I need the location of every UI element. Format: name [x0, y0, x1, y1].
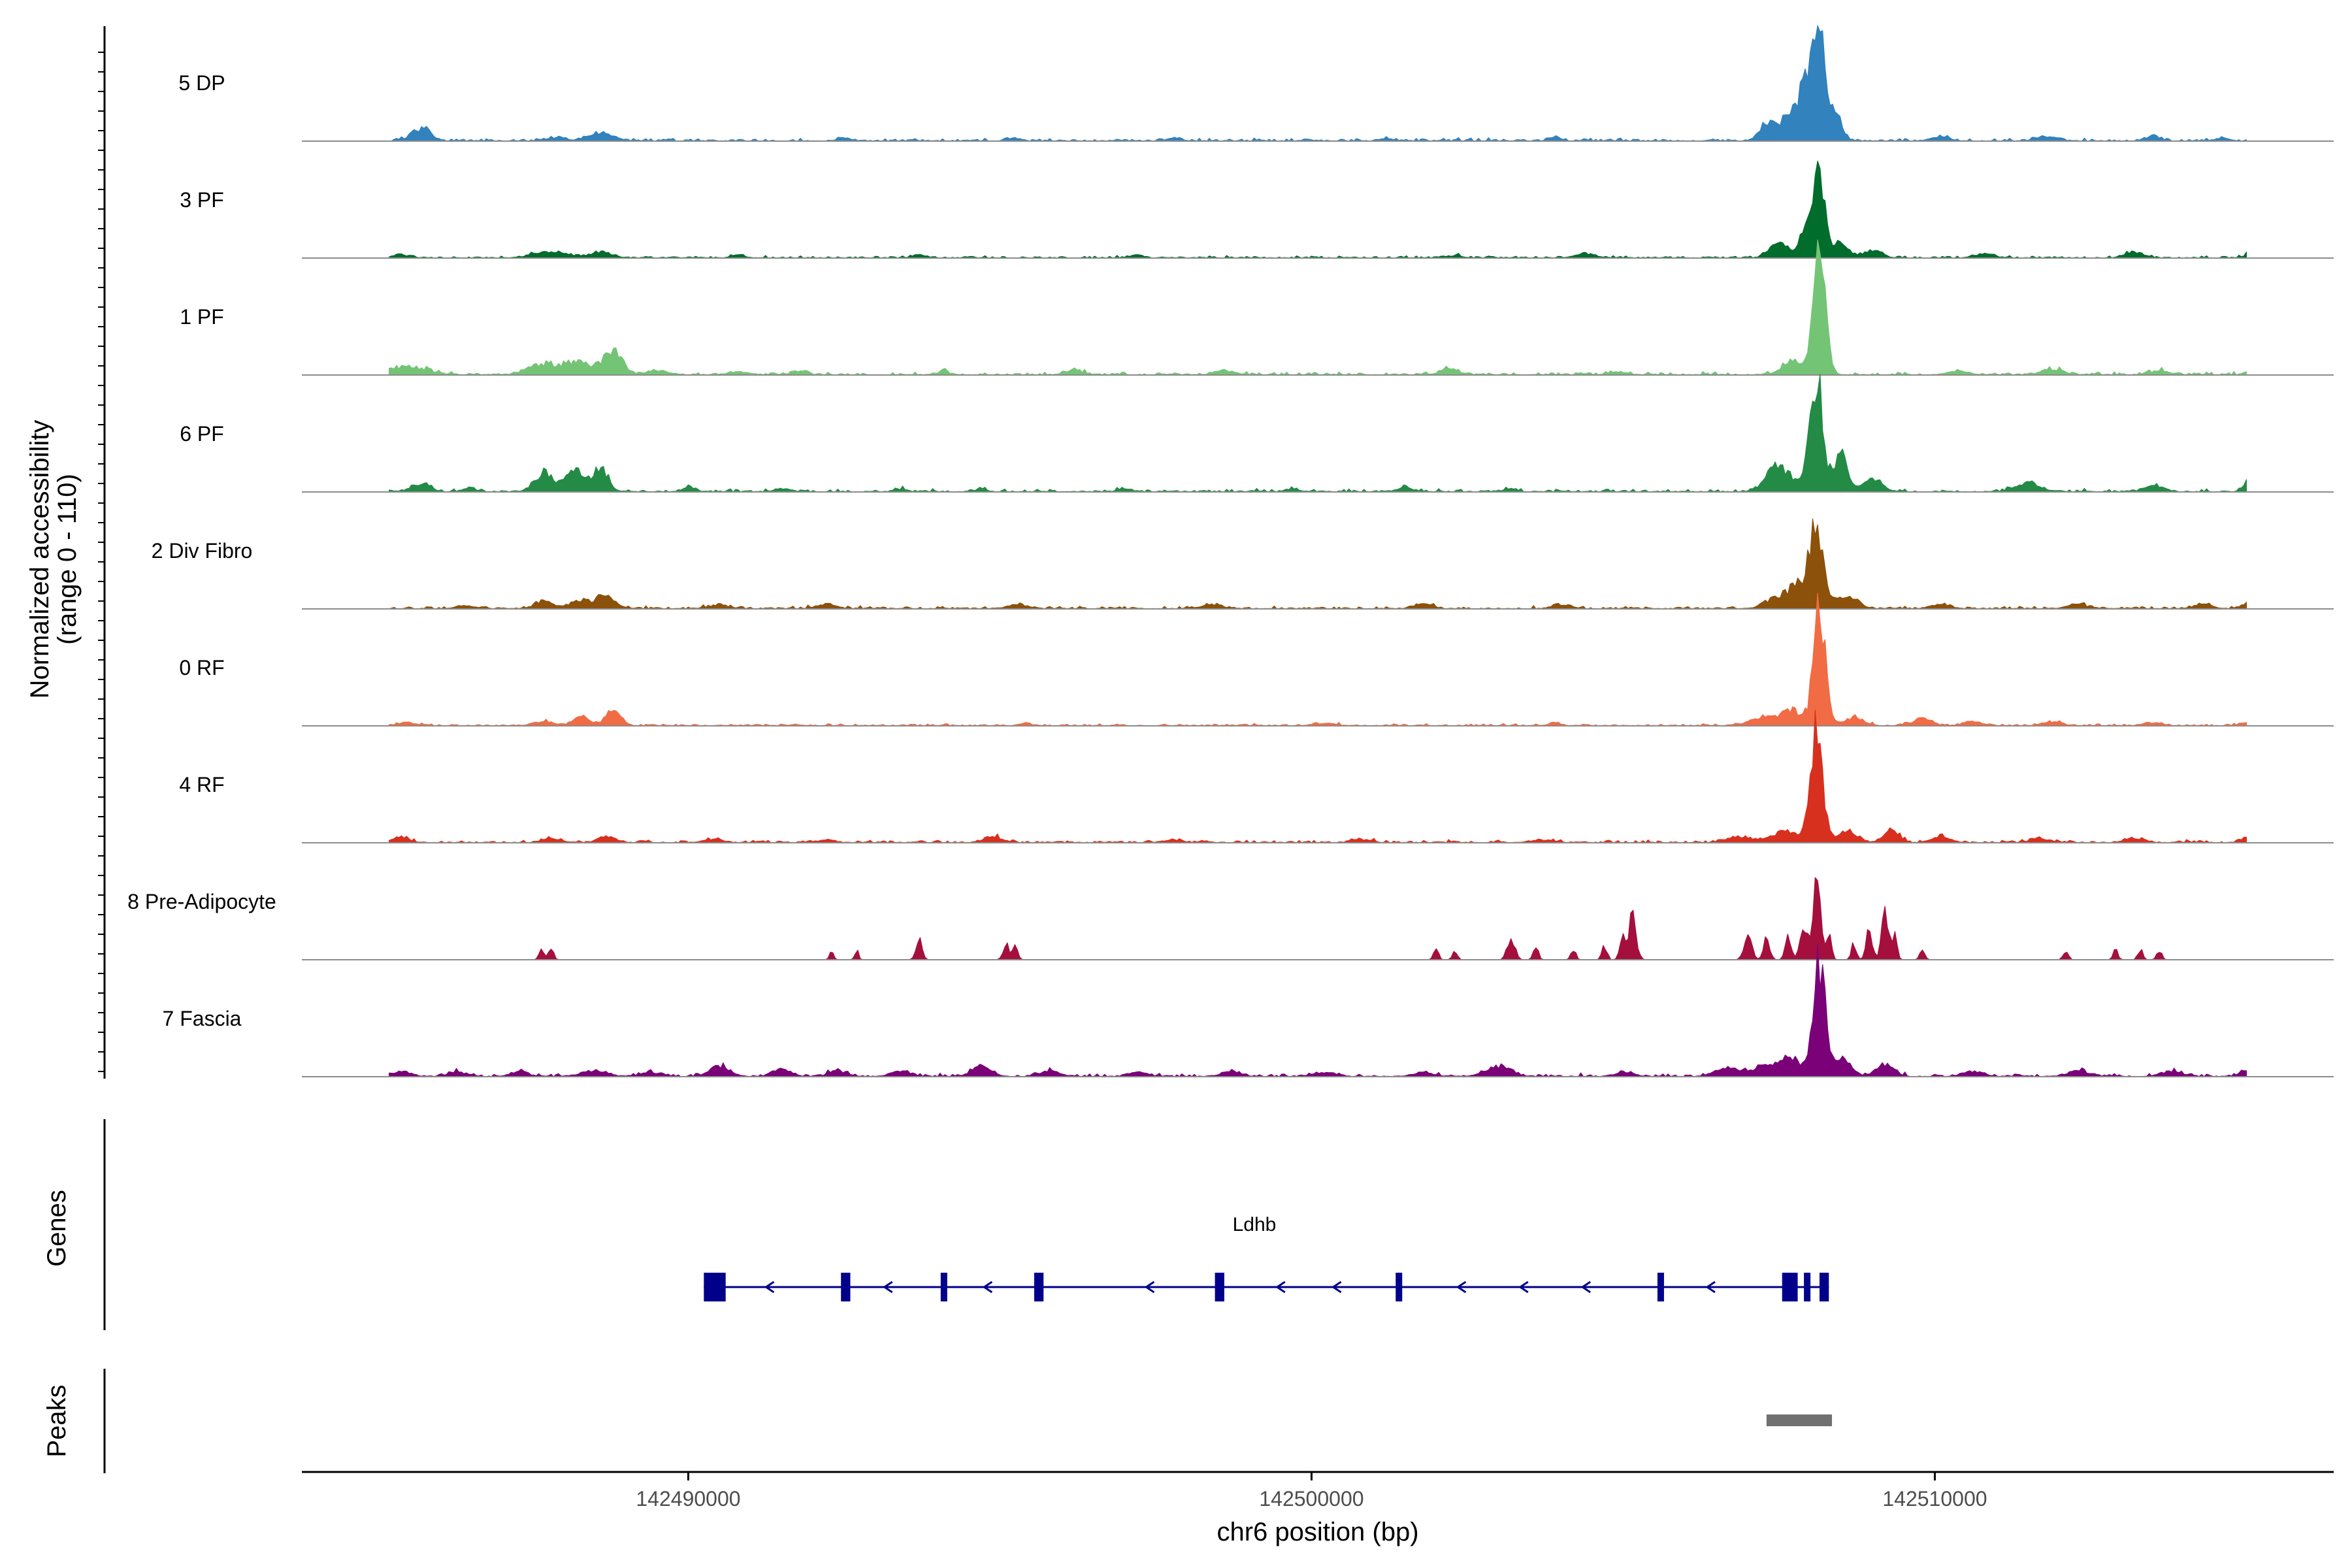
- gene-exon: [1396, 1273, 1403, 1301]
- track-8-pre-adipocyte: 8 Pre-Adipocyte: [127, 877, 2334, 960]
- track-3-pf: 3 PF: [180, 160, 2334, 259]
- gene-strand-arrow: [1456, 1281, 1467, 1294]
- gene-exon: [1034, 1273, 1044, 1301]
- coverage-area: [389, 877, 2247, 960]
- gene-strand-arrow: [1518, 1281, 1529, 1294]
- gene-exon: [1804, 1273, 1811, 1301]
- x-tick-label: 142500000: [1259, 1487, 1364, 1511]
- track-label: 6 PF: [180, 422, 224, 446]
- gene-strand-arrow: [982, 1281, 993, 1294]
- track-5-dp: 5 DP: [178, 25, 2334, 142]
- gene-strand-arrow: [764, 1281, 775, 1294]
- gene-exon: [940, 1273, 947, 1301]
- peak-regions: [1766, 1414, 1833, 1426]
- genes-panel: Genes Ldhb: [42, 1119, 1829, 1330]
- coverage-area: [389, 943, 2247, 1077]
- coverage-area: [389, 160, 2247, 259]
- peak-region: [1766, 1414, 1833, 1426]
- track-label: 8 Pre-Adipocyte: [127, 890, 276, 913]
- track-label: 0 RF: [179, 656, 224, 679]
- track-label: 4 RF: [179, 773, 224, 796]
- coverage-tracks: 5 DP 3 PF 1 PF 6 PF 2 Div Fibro 0 RF 4 RF 8 Pre…: [127, 25, 2334, 1077]
- track-label: 1 PF: [180, 305, 224, 329]
- track-4-rf: 4 RF: [179, 710, 2334, 843]
- gene-name-label: Ldhb: [1233, 1214, 1277, 1235]
- coverage-area: [389, 518, 2247, 610]
- coverage-area: [389, 710, 2247, 843]
- peaks-panel-title: Peaks: [42, 1384, 71, 1457]
- y-axis-title-line2: (range 0 - 110): [53, 474, 82, 645]
- gene-strand-arrow: [1331, 1281, 1342, 1294]
- x-tick-label: 142510000: [1882, 1487, 1987, 1511]
- y-axis-title: Normalized accessibility (range 0 - 110): [25, 420, 82, 699]
- x-tick-label: 142490000: [636, 1487, 740, 1511]
- track-label: 3 PF: [180, 188, 224, 212]
- track-label: 2 Div Fibro: [152, 539, 253, 563]
- gene-strand-arrow: [1580, 1281, 1592, 1294]
- track-1-pf: 1 PF: [180, 239, 2334, 376]
- gene-model: Ldhb: [704, 1214, 1829, 1301]
- track-label: 5 DP: [178, 71, 225, 95]
- track-0-rf: 0 RF: [179, 593, 2334, 727]
- track-label: 7 Fascia: [163, 1007, 242, 1030]
- gene-strand-arrow: [883, 1281, 893, 1294]
- coverage-area: [389, 25, 2247, 142]
- gene-exon: [841, 1273, 851, 1301]
- coverage-area: [389, 374, 2247, 493]
- peaks-panel: Peaks: [42, 1369, 1833, 1473]
- gene-strand-arrow: [1275, 1281, 1286, 1294]
- gene-exon: [1215, 1273, 1224, 1301]
- coverage-y-axis: [98, 26, 106, 1079]
- gene-strand-arrow: [1144, 1281, 1155, 1294]
- track-6-pf: 6 PF: [180, 374, 2334, 493]
- gene-exon: [1782, 1273, 1798, 1301]
- x-axis-title: chr6 position (bp): [1217, 1518, 1418, 1546]
- y-axis-title-line1: Normalized accessibility: [25, 420, 54, 699]
- coverage-area: [389, 239, 2247, 376]
- track-7-fascia: 7 Fascia: [163, 943, 2334, 1077]
- track-2-div-fibro: 2 Div Fibro: [152, 518, 2334, 610]
- x-axis-ticks: 142490000 142500000 142510000: [636, 1472, 1987, 1511]
- gene-exon: [1819, 1273, 1829, 1301]
- genes-panel-title: Genes: [42, 1190, 71, 1267]
- gene-strand-arrow: [1705, 1281, 1716, 1294]
- x-axis: 142490000 142500000 142510000 chr6 positio…: [302, 1471, 2334, 1546]
- coverage-area: [389, 593, 2247, 727]
- gene-exon: [704, 1273, 726, 1301]
- gene-exon: [1657, 1273, 1664, 1301]
